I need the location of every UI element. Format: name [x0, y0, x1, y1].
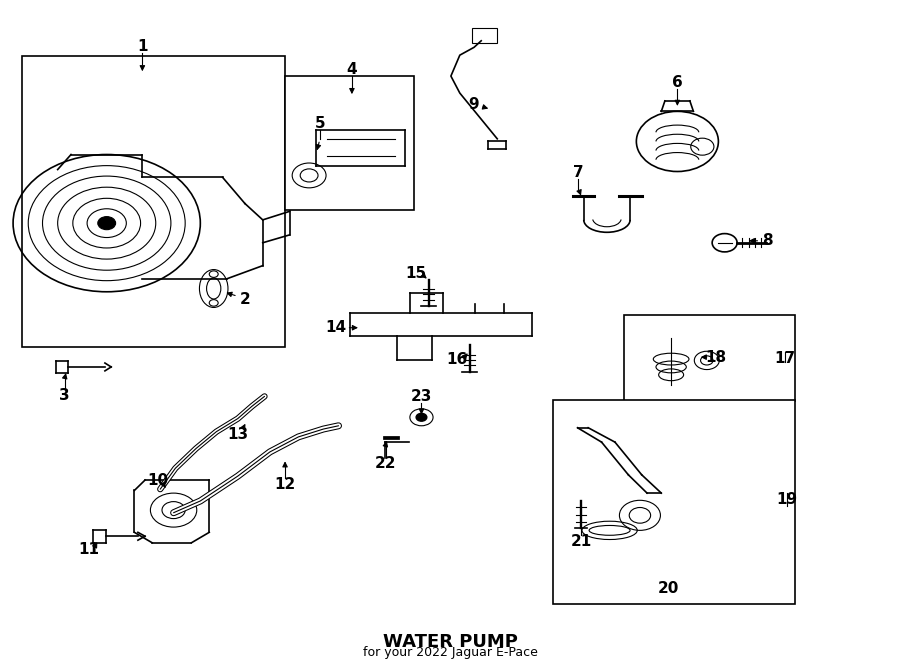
Text: for your 2022 Jaguar E-Pace: for your 2022 Jaguar E-Pace: [363, 646, 537, 659]
Bar: [624, 314, 795, 401]
Bar: [472, 28, 498, 44]
Text: 20: 20: [658, 581, 680, 596]
Text: 1: 1: [137, 39, 148, 54]
Text: 10: 10: [147, 473, 168, 487]
Text: WATER PUMP: WATER PUMP: [382, 633, 518, 651]
Text: 3: 3: [59, 387, 70, 402]
Text: 19: 19: [777, 492, 797, 507]
Circle shape: [98, 216, 115, 230]
Text: 5: 5: [314, 116, 325, 130]
Bar: [22, 56, 285, 348]
Bar: [285, 76, 414, 210]
Text: 6: 6: [672, 75, 683, 90]
Text: 16: 16: [446, 352, 468, 367]
Text: 12: 12: [274, 477, 296, 492]
Text: 22: 22: [375, 455, 397, 471]
Text: 15: 15: [406, 266, 427, 281]
Text: 9: 9: [468, 97, 479, 112]
Circle shape: [209, 271, 218, 277]
Text: 8: 8: [762, 233, 773, 248]
Text: 13: 13: [227, 427, 248, 442]
Circle shape: [209, 300, 218, 306]
Text: 17: 17: [775, 351, 796, 366]
Text: 14: 14: [325, 320, 346, 335]
Text: 7: 7: [573, 166, 584, 180]
Text: 23: 23: [410, 389, 432, 404]
Text: 4: 4: [346, 62, 357, 77]
Text: 21: 21: [571, 534, 591, 549]
Text: 11: 11: [78, 542, 99, 557]
Circle shape: [416, 413, 427, 421]
Text: 18: 18: [706, 350, 726, 365]
Bar: [553, 400, 795, 604]
Text: 2: 2: [239, 292, 250, 307]
